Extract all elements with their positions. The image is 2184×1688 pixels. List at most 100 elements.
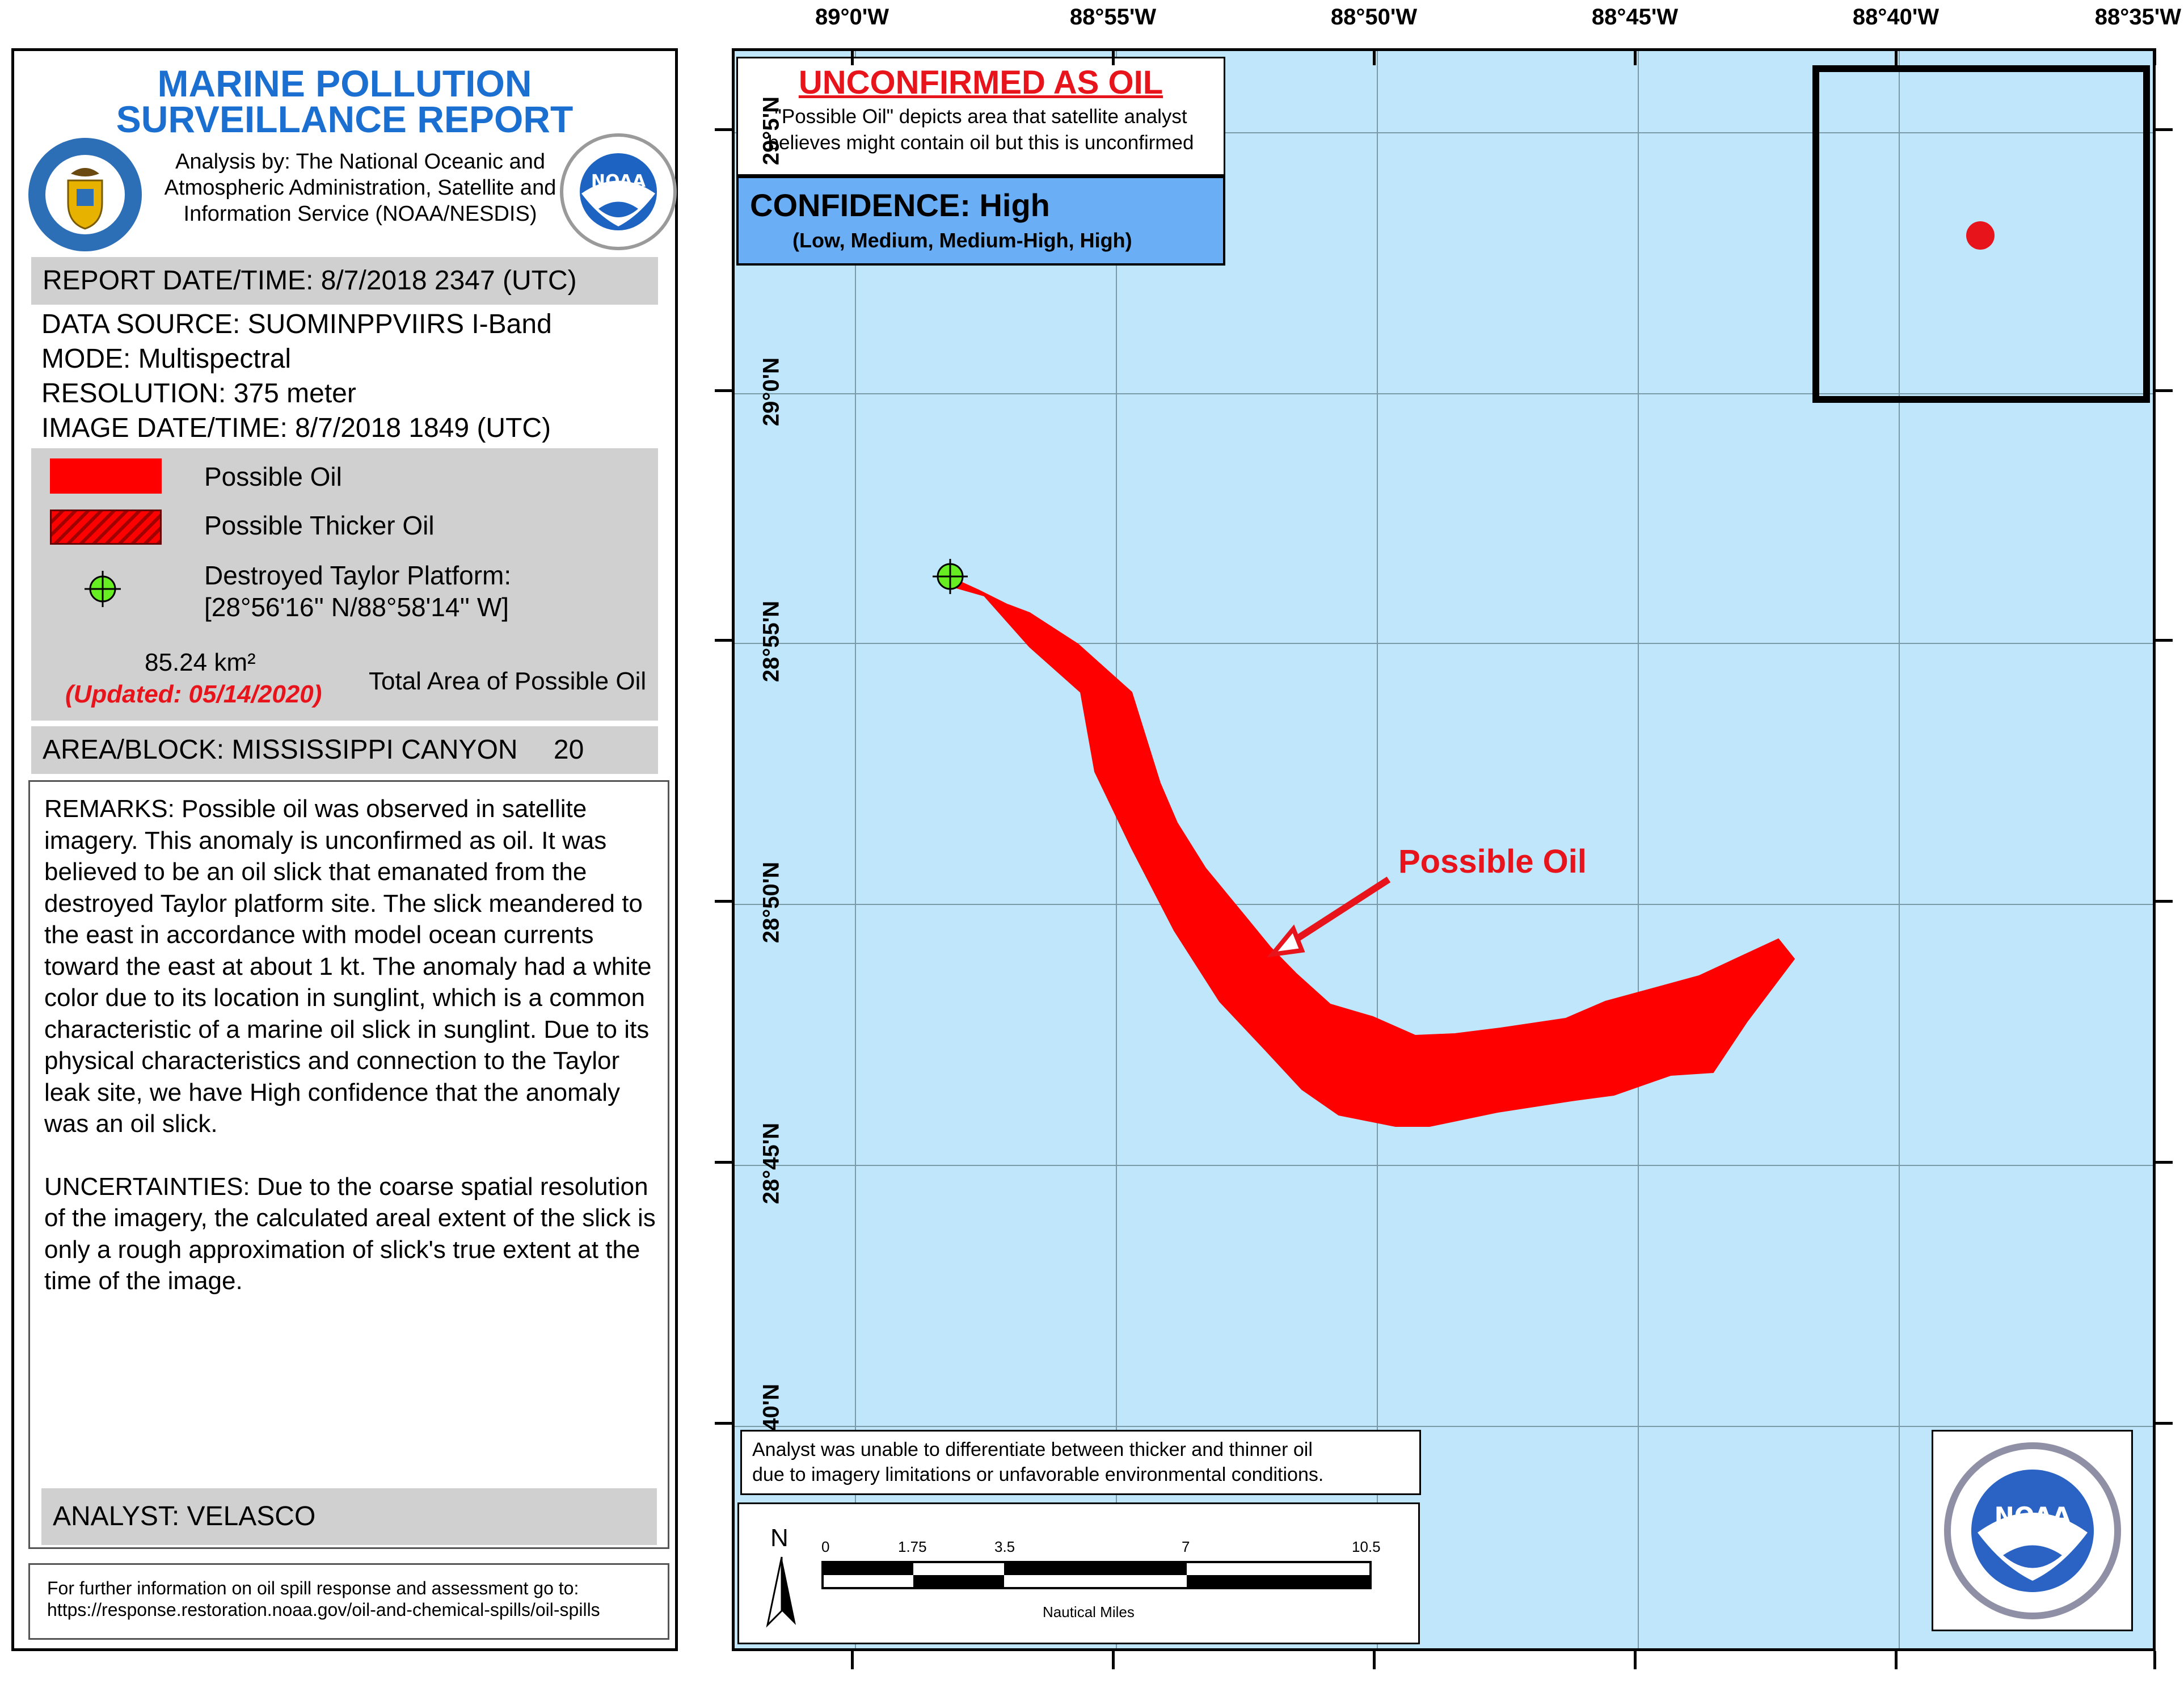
scale-tick-3: 7 [1182,1538,1190,1555]
gridline-lon [1116,51,1117,1648]
confidence-title: CONFIDENCE: High [750,187,1050,223]
doc-seal-icon [28,138,142,251]
unconfirmed-title: UNCONFIRMED AS OIL [798,64,1163,101]
tick [2156,639,2173,642]
lon-label: 88°35'W [2094,5,2181,30]
tick [2156,900,2173,903]
gridline-lon [1899,51,1900,1648]
lat-label: 28°50'N [758,861,784,944]
report-panel: MARINE POLLUTION SURVEILLANCE REPORT Ana… [11,48,678,1651]
gridline-lon [1638,51,1639,1648]
total-area-updated: (Updated: 05/14/2020) [65,680,322,708]
analyst-note: Analyst was unable to differentiate betw… [740,1430,1421,1495]
tick [2153,48,2156,65]
analyst-note-line1: Analyst was unable to differentiate betw… [752,1439,1313,1460]
remarks-box: REMARKS: Possible oil was observed in sa… [28,780,669,1549]
noaa-logo-text: NOAA [591,171,646,191]
tick [1112,1651,1115,1669]
mode: MODE: Multispectral [41,344,292,374]
scale-units: Nautical Miles [1043,1603,1135,1620]
uncertainties: UNCERTAINTIES: Due to the coarse spatial… [44,1172,656,1295]
scale-tick-1: 1.75 [898,1538,927,1555]
tick [2156,1161,2173,1164]
tick [715,639,732,642]
analyst-note-line2: due to imagery limitations or unfavorabl… [752,1464,1324,1485]
resolution: RESOLUTION: 375 meter [41,378,356,409]
tick [1373,1651,1376,1669]
unconfirmed-box: UNCONFIRMED AS OIL "Possible Oil" depict… [736,57,1225,176]
north-arrow-icon [766,1556,796,1628]
analysis-by-text: Analysis by: The National Oceanic and At… [164,150,556,226]
lat-label: 29°5'N [758,96,784,166]
analyst: ANALYST: VELASCO [41,1488,657,1545]
tick [2156,128,2173,131]
further-info-line1: For further information on oil spill res… [47,1578,579,1598]
map-frame[interactable]: Possible Oil [732,48,2156,1651]
legend-platform-name: Destroyed Taylor Platform: [204,561,512,590]
tick [1895,1651,1898,1669]
unconfirmed-line2: believes might contain oil but this is u… [768,132,1194,154]
tick [2156,1422,2173,1425]
report-title-line1: MARINE POLLUTION [157,62,532,104]
tick [1895,48,1898,65]
possible-thicker-oil-swatch [50,510,162,545]
gridline-lon [1377,51,1378,1648]
scale-tick-0: 0 [821,1538,830,1555]
area-block-number: 20 [553,735,584,765]
tick [1112,48,1115,65]
remarks: REMARKS: Possible oil was observed in sa… [44,795,652,1138]
report-title-line2: SURVEILLANCE REPORT [116,98,574,140]
scale-tick-2: 3.5 [994,1538,1015,1555]
possible-oil-swatch [50,458,162,494]
report-datetime: REPORT DATE/TIME: 8/7/2018 2347 (UTC) [31,257,658,305]
confidence-box: CONFIDENCE: High (Low, Medium, Medium-Hi… [736,176,1225,266]
noaa-logo-icon: NOAA [1944,1442,2121,1619]
gridline-lat [735,904,2153,905]
remarks-text: REMARKS: Possible oil was observed in sa… [44,793,657,1297]
tick [2153,1651,2156,1669]
gridline-lat [735,643,2153,644]
inset-locator-box [1812,65,2150,403]
possible-oil-map-label: Possible Oil [1398,843,1587,880]
gridline-lat [735,132,2153,133]
gridline-lat [735,1165,2153,1166]
confidence-levels: (Low, Medium, Medium-High, High) [792,229,1132,252]
inset-location-dot [1966,221,1995,250]
tick [715,128,732,131]
further-info-box: For further information on oil spill res… [28,1563,669,1640]
oil-pointer-line [1285,876,1391,948]
gridline-lat [735,1426,2153,1427]
lat-label: 28°45'N [758,1122,784,1205]
tick [1634,1651,1637,1669]
tick [715,1161,732,1164]
tick [2156,389,2173,392]
possible-oil-slick [943,575,1795,1127]
area-block: AREA/BLOCK: MISSISSIPPI CANYON 20 [31,726,658,774]
gridline-lon [855,51,856,1648]
further-info-link[interactable]: https://response.restoration.noaa.gov/oi… [47,1599,600,1620]
lon-label: 89°0'W [815,5,889,30]
lat-label: 29°0'N [758,357,784,427]
tick [851,48,854,65]
lon-label: 88°50'W [1330,5,1418,30]
oil-slick-layer [933,559,1795,1127]
taylor-platform-marker [933,559,968,594]
north-label: N [770,1524,789,1552]
tick [851,1651,854,1669]
image-datetime: IMAGE DATE/TIME: 8/7/2018 1849 (UTC) [41,413,551,443]
lon-label: 88°40'W [1852,5,1940,30]
platform-crosshair-icon [85,571,121,607]
tick [715,900,732,903]
gridline-lat [735,393,2153,394]
noaa-map-logo-text: NOAA [1995,1502,2071,1530]
area-block-label: AREA/BLOCK: MISSISSIPPI CANYON [43,735,518,765]
lon-label: 88°55'W [1069,5,1157,30]
legend-possible-thicker-oil: Possible Thicker Oil [204,511,435,540]
scale-bar [821,1561,1372,1589]
legend-platform-coords: [28°56'16'' N/88°58'14'' W] [204,592,509,622]
tick [1634,48,1637,65]
noaa-map-logo: NOAA [1932,1430,2133,1631]
data-source: DATA SOURCE: SUOMINPPVIIRS I-Band [41,309,552,339]
scale-tick-4: 10.5 [1352,1538,1381,1555]
legend: Possible Oil Possible Thicker Oil Destro… [31,448,658,721]
